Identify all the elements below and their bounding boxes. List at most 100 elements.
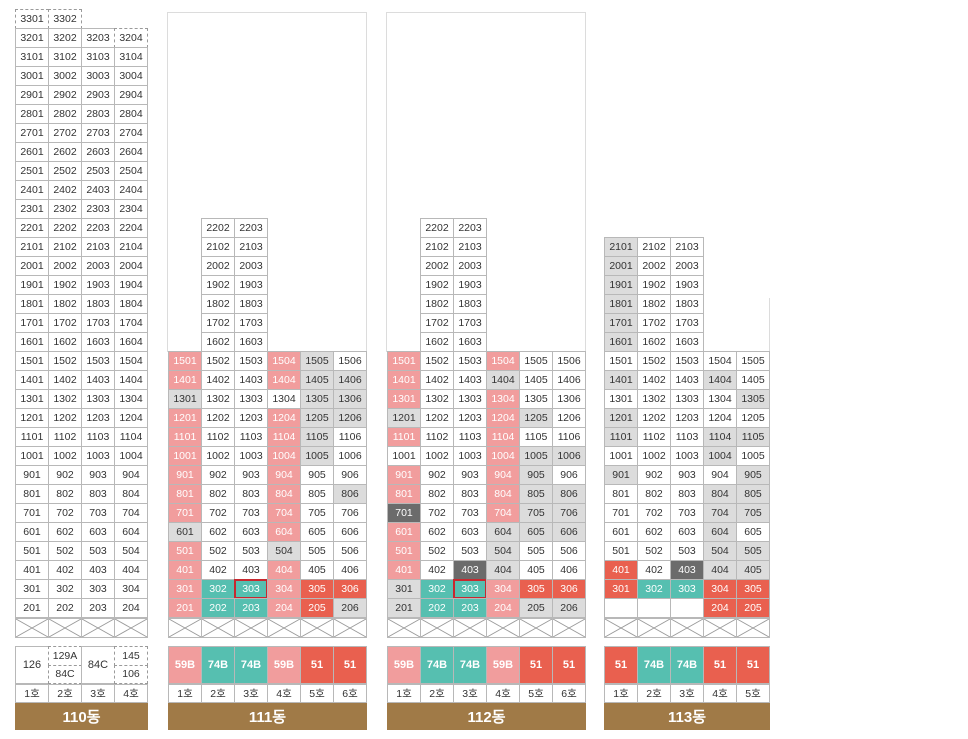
unit-cell[interactable]: 803 [234,484,268,504]
unit-cell[interactable]: 604 [267,522,301,542]
unit-cell[interactable]: 1006 [333,446,367,466]
building-name-bar[interactable]: 113동 [604,703,770,730]
unit-cell[interactable]: 901 [168,465,202,485]
unit-cell[interactable]: 702 [48,503,82,523]
unit-cell[interactable]: 902 [48,465,82,485]
unit-cell[interactable]: 1603 [670,332,704,352]
unit-cell[interactable]: 1103 [670,427,704,447]
unit-cell[interactable]: 1103 [81,427,115,447]
unit-cell[interactable]: 2701 [15,123,49,143]
unit-cell[interactable]: 1204 [703,408,737,428]
unit-cell[interactable]: 3201 [15,28,49,48]
unit-cell[interactable]: 1303 [670,389,704,409]
unit-cell[interactable]: 205 [300,598,334,618]
unit-cell[interactable]: 1501 [387,351,421,371]
unit-cell[interactable]: 1803 [234,294,268,314]
unit-cell[interactable]: 1102 [201,427,235,447]
unit-cell[interactable]: 2202 [420,218,454,238]
unit-cell[interactable]: 1604 [114,332,148,352]
unit-cell[interactable]: 2102 [637,237,671,257]
unit-cell[interactable]: 702 [637,503,671,523]
unit-cell[interactable]: 2901 [15,85,49,105]
unit-cell[interactable]: 302 [48,579,82,599]
unit-cell[interactable]: 803 [81,484,115,504]
unit-cell[interactable]: 706 [552,503,586,523]
unit-cell[interactable]: 801 [15,484,49,504]
unit-cell[interactable]: 1401 [15,370,49,390]
unit-cell[interactable]: 2302 [48,199,82,219]
unit-cell[interactable]: 1903 [81,275,115,295]
unit-cell[interactable]: 1203 [453,408,487,428]
unit-cell[interactable]: 1701 [604,313,638,333]
unit-cell[interactable]: 1203 [234,408,268,428]
unit-cell[interactable]: 605 [519,522,553,542]
unit-cell[interactable]: 1304 [267,389,301,409]
unit-cell[interactable]: 206 [552,598,586,618]
unit-cell[interactable]: 202 [201,598,235,618]
unit-cell[interactable]: 3104 [114,47,148,67]
unit-cell[interactable]: 2103 [670,237,704,257]
unit-cell[interactable]: 1803 [453,294,487,314]
unit-cell[interactable]: 901 [604,465,638,485]
unit-cell[interactable]: 303 [453,579,487,599]
unit-cell[interactable]: 1201 [168,408,202,428]
unit-cell[interactable]: 1101 [387,427,421,447]
unit-cell[interactable]: 505 [736,541,770,561]
unit-cell[interactable]: 1402 [201,370,235,390]
unit-cell[interactable]: 2003 [453,256,487,276]
unit-cell[interactable]: 1306 [552,389,586,409]
unit-cell[interactable]: 1506 [552,351,586,371]
unit-cell[interactable]: 601 [168,522,202,542]
unit-cell[interactable]: 2102 [48,237,82,257]
unit-cell[interactable]: 1303 [453,389,487,409]
unit-cell[interactable]: 606 [552,522,586,542]
unit-cell[interactable]: 301 [168,579,202,599]
unit-cell[interactable]: 1102 [48,427,82,447]
unit-cell[interactable]: 401 [168,560,202,580]
unit-cell[interactable]: 1005 [300,446,334,466]
unit-cell[interactable]: 3103 [81,47,115,67]
unit-cell[interactable]: 1402 [637,370,671,390]
unit-cell[interactable]: 403 [670,560,704,580]
unit-cell[interactable]: 1603 [81,332,115,352]
unit-cell[interactable]: 2904 [114,85,148,105]
unit-cell[interactable]: 306 [333,579,367,599]
unit-cell[interactable]: 701 [15,503,49,523]
unit-cell[interactable]: 2501 [15,161,49,181]
unit-cell[interactable]: 1204 [267,408,301,428]
unit-cell[interactable]: 1301 [604,389,638,409]
unit-cell[interactable]: 801 [387,484,421,504]
unit-cell[interactable]: 2902 [48,85,82,105]
unit-cell[interactable]: 3003 [81,66,115,86]
unit-cell[interactable]: 3204 [114,28,148,48]
unit-cell[interactable]: 1801 [604,294,638,314]
unit-cell[interactable]: 1106 [333,427,367,447]
unit-cell[interactable]: 1406 [552,370,586,390]
unit-cell[interactable]: 1303 [234,389,268,409]
unit-cell[interactable]: 904 [703,465,737,485]
unit-cell[interactable]: 2202 [201,218,235,238]
unit-cell[interactable]: 504 [703,541,737,561]
unit-cell[interactable]: 1803 [81,294,115,314]
unit-cell[interactable]: 403 [234,560,268,580]
building-name-bar[interactable]: 112동 [387,703,586,730]
unit-cell[interactable]: 606 [333,522,367,542]
unit-cell[interactable]: 804 [267,484,301,504]
unit-cell[interactable]: 2502 [48,161,82,181]
unit-cell[interactable]: 905 [519,465,553,485]
unit-cell[interactable]: 806 [333,484,367,504]
unit-cell[interactable]: 3302 [48,9,82,29]
unit-cell[interactable]: 701 [604,503,638,523]
unit-cell[interactable]: 2402 [48,180,82,200]
unit-cell[interactable]: 1504 [114,351,148,371]
unit-cell[interactable]: 1001 [15,446,49,466]
unit-cell[interactable]: 1504 [486,351,520,371]
unit-cell[interactable]: 2002 [201,256,235,276]
unit-cell[interactable]: 603 [234,522,268,542]
unit-cell[interactable]: 404 [114,560,148,580]
unit-cell[interactable]: 1802 [637,294,671,314]
unit-cell[interactable]: 402 [420,560,454,580]
unit-cell[interactable]: 302 [420,579,454,599]
unit-cell[interactable]: 1503 [234,351,268,371]
unit-cell[interactable]: 706 [333,503,367,523]
